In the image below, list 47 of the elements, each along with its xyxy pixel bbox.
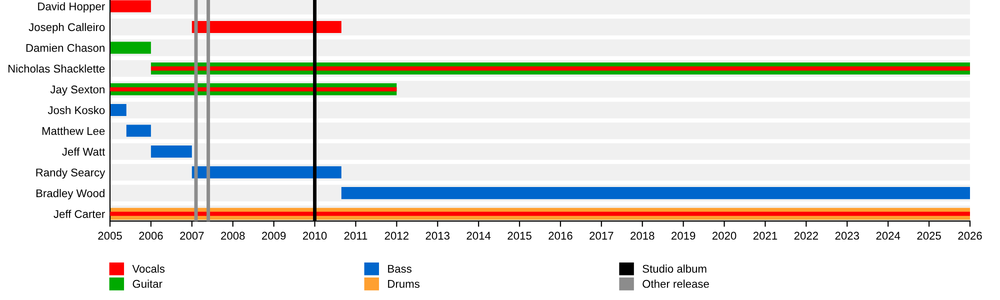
- y-tick-label: Matthew Lee: [42, 126, 105, 135]
- legend-label: Guitar: [132, 280, 162, 288]
- x-tick-label: 2021: [753, 232, 778, 240]
- y-tick-label: Jeff Carter: [54, 210, 105, 218]
- x-tick-label: 2019: [672, 232, 696, 240]
- y-tick-label: Josh Kosko: [48, 106, 105, 114]
- y-tick-label: Jay Sexton: [50, 86, 104, 96]
- x-tick-label: 2011: [344, 232, 368, 240]
- x-tick-label: 2014: [466, 232, 491, 240]
- x-tick-label: 2026: [958, 232, 982, 240]
- x-tick-label: 2006: [139, 232, 163, 240]
- x-tick-label: 2008: [221, 232, 245, 240]
- bar: [341, 187, 970, 200]
- x-tick-label: 2007: [180, 232, 204, 240]
- x-tick-label: 2015: [508, 232, 532, 240]
- bar: [110, 87, 397, 92]
- legend-label: Other release: [642, 280, 709, 288]
- x-tick-label: 2010: [302, 232, 327, 240]
- bar: [126, 124, 151, 137]
- x-tick-label: 2012: [384, 232, 408, 240]
- bar: [150, 66, 970, 71]
- x-tick-label: 2025: [917, 232, 941, 240]
- legend-label: Studio album: [642, 264, 706, 273]
- x-tick-label: 2017: [590, 232, 614, 240]
- bar: [110, 42, 151, 54]
- x-tick-label: 2016: [548, 232, 572, 240]
- bar: [192, 166, 342, 178]
- x-tick-label: 2020: [712, 232, 736, 240]
- y-tick-label: Randy Searcy: [36, 168, 106, 179]
- bar: [110, 104, 126, 116]
- x-tick-label: 2024: [876, 232, 900, 240]
- y-tick-label: Damien Chason: [26, 44, 104, 52]
- x-tick-label: 2023: [835, 232, 860, 240]
- legend-label: Drums: [388, 280, 420, 288]
- legend-label: Vocals: [132, 264, 165, 273]
- x-tick-label: 2005: [98, 232, 122, 240]
- x-tick-label: 2009: [262, 232, 286, 240]
- y-tick-label: David Hopper: [38, 2, 105, 13]
- x-tick-label: 2013: [426, 232, 450, 240]
- x-tick-label: 2022: [794, 232, 818, 240]
- y-tick-label: Jeff Watt: [62, 148, 106, 156]
- bar: [150, 146, 192, 158]
- y-tick-label: Joseph Calleiro: [28, 22, 105, 34]
- x-tick-label: 2018: [630, 232, 654, 240]
- y-tick-label: Bradley Wood: [36, 189, 104, 200]
- legend-label: Bass: [388, 264, 412, 273]
- y-tick-label: Nicholas Shacklette: [8, 64, 105, 73]
